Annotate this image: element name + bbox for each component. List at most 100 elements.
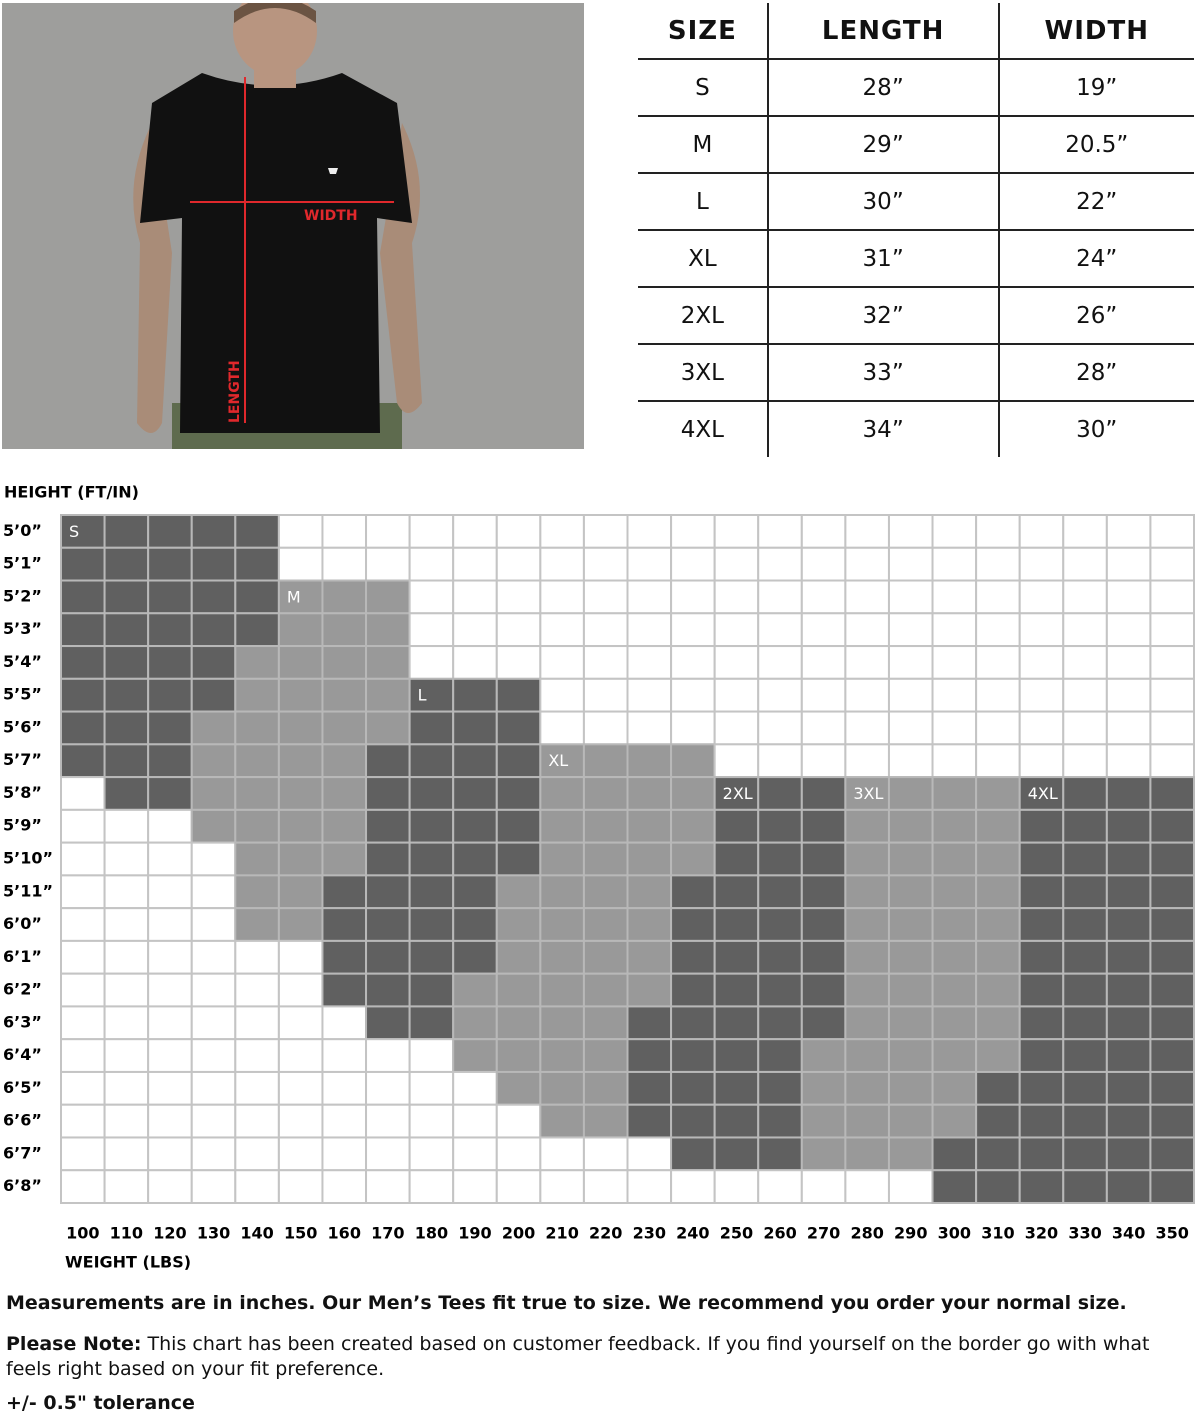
grid-cell bbox=[670, 579, 716, 615]
grid-cell bbox=[713, 579, 760, 615]
size-region-label: 3XL bbox=[853, 784, 883, 803]
grid-cell bbox=[670, 972, 716, 1008]
table-cell: 24” bbox=[997, 229, 1194, 287]
grid-cell bbox=[887, 710, 934, 746]
grid-cell bbox=[1149, 514, 1196, 549]
grid-cell bbox=[1149, 1038, 1196, 1073]
length-label: LENGTH bbox=[227, 360, 243, 423]
grid-cell bbox=[931, 710, 978, 746]
weight-label: 230 bbox=[633, 1224, 666, 1243]
grid-cell bbox=[931, 808, 978, 844]
grid-cell bbox=[800, 907, 847, 942]
table-cell: 28” bbox=[766, 58, 999, 116]
height-label: 5’5” bbox=[3, 685, 42, 704]
grid-cell bbox=[103, 1169, 150, 1205]
grid-cell bbox=[887, 677, 934, 713]
grid-cell bbox=[1149, 743, 1196, 779]
grid-cell bbox=[147, 1136, 193, 1172]
grid-cell bbox=[103, 579, 150, 615]
grid-cell bbox=[670, 743, 716, 779]
grid-cell bbox=[757, 645, 803, 680]
grid-cell bbox=[757, 1070, 803, 1106]
grid-cell bbox=[190, 1005, 237, 1041]
grid-cell bbox=[495, 939, 542, 975]
grid-cell bbox=[670, 874, 716, 910]
size-region-label: S bbox=[69, 522, 79, 541]
grid-cell bbox=[1018, 874, 1065, 910]
grid-cell bbox=[452, 710, 498, 746]
grid-cell bbox=[103, 776, 150, 811]
grid-cell bbox=[975, 677, 1021, 713]
grid-cell bbox=[495, 514, 542, 549]
grid-cell bbox=[582, 579, 629, 615]
grid-cell bbox=[844, 612, 890, 648]
grid-cell bbox=[321, 579, 368, 615]
grid-cell bbox=[408, 1038, 455, 1073]
grid-cell bbox=[408, 546, 455, 582]
grid-cell bbox=[887, 579, 934, 615]
size-region-label: L bbox=[418, 686, 427, 705]
grid-cell bbox=[147, 808, 193, 844]
grid-cell bbox=[887, 1136, 934, 1172]
grid-cell bbox=[626, 514, 673, 549]
grid-cell bbox=[1018, 1005, 1065, 1041]
footer-note: Please Note: This chart has been created… bbox=[6, 1332, 1176, 1382]
grid-cell bbox=[844, 874, 890, 910]
grid-cell bbox=[60, 1005, 106, 1041]
grid-cell bbox=[1105, 776, 1152, 811]
grid-cell bbox=[670, 612, 716, 648]
table-cell: 30” bbox=[997, 400, 1194, 457]
grid-cell bbox=[800, 1005, 847, 1041]
height-label: 6’6” bbox=[3, 1111, 42, 1130]
grid-cell bbox=[887, 874, 934, 910]
weight-label: 310 bbox=[981, 1224, 1014, 1243]
grid-cell bbox=[1062, 972, 1108, 1008]
grid-cell bbox=[539, 776, 585, 811]
grid-cell bbox=[190, 677, 237, 713]
grid-cell bbox=[670, 907, 716, 942]
size-chart: HEIGHT (FT/IN) S M L XL 2XL 3XL 4XL 5’0” 5’1” 5’2”… bbox=[3, 483, 1196, 1271]
table-cell: 20.5” bbox=[997, 115, 1194, 173]
grid-cell bbox=[452, 1038, 498, 1073]
grid-cell bbox=[103, 1070, 150, 1106]
grid-cell bbox=[365, 841, 411, 877]
y-axis-title: HEIGHT (FT/IN) bbox=[4, 483, 139, 502]
grid-cell bbox=[713, 546, 760, 582]
weight-label: 330 bbox=[1068, 1224, 1101, 1243]
table-row: 3XL 33” 28” bbox=[638, 343, 1194, 401]
weight-label: 350 bbox=[1156, 1224, 1189, 1243]
grid-cell bbox=[1149, 972, 1196, 1008]
grid-cell bbox=[103, 1103, 150, 1139]
grid-cell bbox=[713, 677, 760, 713]
x-axis-title: WEIGHT (LBS) bbox=[65, 1253, 191, 1271]
grid-cell bbox=[365, 645, 411, 680]
grid-cell bbox=[887, 1103, 934, 1139]
grid-cell bbox=[539, 1169, 585, 1205]
table-cell: 31” bbox=[766, 229, 999, 287]
grid-cell bbox=[931, 645, 978, 680]
tolerance: +/- 0.5" tolerance bbox=[6, 1392, 195, 1414]
grid-cell bbox=[321, 907, 368, 942]
grid-cell bbox=[60, 579, 106, 615]
grid-cell bbox=[321, 546, 368, 582]
grid-cell bbox=[887, 1169, 934, 1205]
weight-label: 300 bbox=[938, 1224, 971, 1243]
grid-cell bbox=[713, 743, 760, 779]
grid-cell bbox=[1149, 1103, 1196, 1139]
grid-cell bbox=[931, 743, 978, 779]
grid-cell bbox=[887, 546, 934, 582]
grid-cell bbox=[1105, 645, 1152, 680]
grid-cell bbox=[844, 514, 890, 549]
height-label: 5’8” bbox=[3, 783, 42, 802]
table-cell: 28” bbox=[997, 343, 1194, 401]
grid-cell bbox=[321, 808, 368, 844]
grid-cell bbox=[539, 841, 585, 877]
grid-cell bbox=[365, 939, 411, 975]
grid-cell bbox=[713, 1005, 760, 1041]
table-cell: 3XL bbox=[638, 343, 768, 401]
grid-cell bbox=[713, 710, 760, 746]
table-cell: 19” bbox=[997, 58, 1194, 116]
grid-cell bbox=[931, 907, 978, 942]
grid-cell bbox=[321, 874, 368, 910]
grid-cell bbox=[757, 841, 803, 877]
